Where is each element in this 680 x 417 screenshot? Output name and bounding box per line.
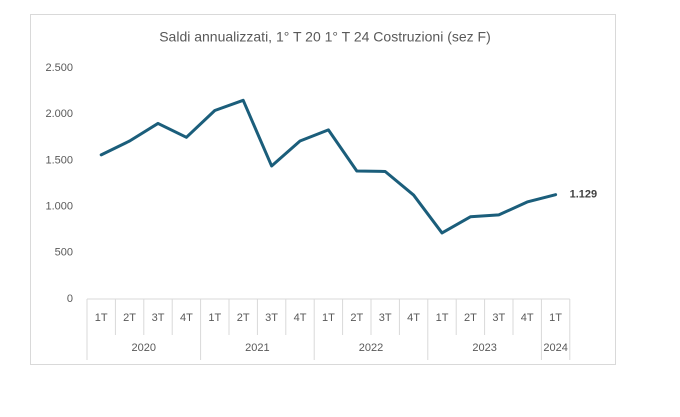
- group-label: 2021: [245, 342, 269, 354]
- x-tick-label: 2T: [123, 312, 136, 324]
- y-tick-label: 2.500: [45, 62, 73, 74]
- group-label: 2020: [132, 342, 156, 354]
- x-tick-label: 4T: [294, 312, 307, 324]
- group-label: 2022: [359, 342, 383, 354]
- x-tick-label: 3T: [379, 312, 392, 324]
- data-label: 1.129: [570, 189, 598, 201]
- y-tick-label: 2.000: [45, 108, 73, 120]
- x-tick-label: 2T: [464, 312, 477, 324]
- y-tick-label: 1.500: [45, 154, 73, 166]
- x-tick-label: 3T: [265, 312, 278, 324]
- chart-frame: [30, 14, 616, 365]
- group-label: 2024: [543, 342, 567, 354]
- y-tick-label: 1.000: [45, 201, 73, 213]
- chart-title: Saldi annualizzati, 1° T 20 1° T 24 Cost…: [159, 29, 491, 45]
- x-tick-label: 2T: [237, 312, 250, 324]
- x-tick-label: 4T: [407, 312, 420, 324]
- x-tick-label: 2T: [350, 312, 363, 324]
- x-tick-label: 1T: [436, 312, 449, 324]
- x-tick-label: 1T: [322, 312, 335, 324]
- x-tick-label: 3T: [492, 312, 505, 324]
- x-tick-label: 4T: [180, 312, 193, 324]
- y-tick-label: 500: [55, 247, 73, 259]
- x-tick-label: 1T: [95, 312, 108, 324]
- y-tick-label: 0: [67, 293, 73, 305]
- x-tick-label: 4T: [521, 312, 534, 324]
- data-line: [99, 98, 558, 235]
- x-tick-label: 3T: [152, 312, 165, 324]
- x-tick-label: 1T: [208, 312, 221, 324]
- x-tick-label: 1T: [549, 312, 562, 324]
- group-label: 2023: [472, 342, 496, 354]
